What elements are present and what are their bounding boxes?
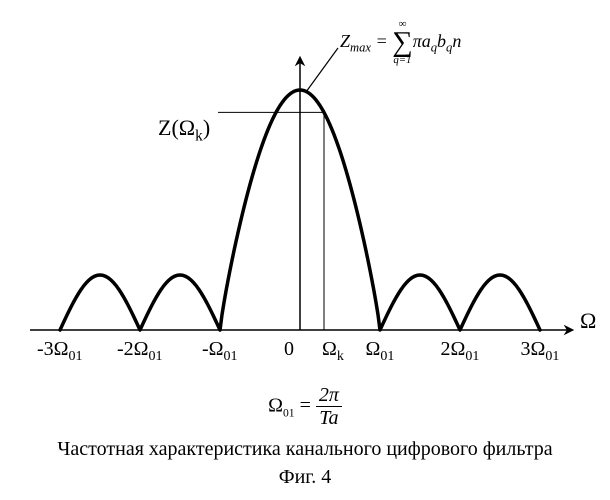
figure-number: Фиг. 4 (0, 466, 610, 489)
x-tick-label: Ω01 (366, 338, 395, 365)
x-tick-label: -3Ω01 (37, 338, 83, 365)
omega-k-tick-label: Ωk (322, 338, 344, 365)
annotation-lines (218, 48, 338, 330)
x-axis-label: Ω (580, 308, 596, 334)
x-tick-label: 0 (284, 338, 294, 361)
axes (30, 60, 570, 330)
z-of-omega-k-label: Z(Ωk) (158, 115, 210, 145)
x-tick-label: -Ω01 (202, 338, 238, 365)
formula-omega01: Ω01 = 2πTa (0, 385, 610, 429)
x-tick-label: 3Ω01 (521, 338, 560, 365)
formula-zmax: Zmax = ∞∑q=1πaqbqn (340, 20, 461, 65)
figure-canvas: Zmax = ∞∑q=1πaqbqn Z(Ωk) Ω -3Ω01 -2Ω01 -Ω0… (0, 0, 610, 500)
figure-caption: Частотная характеристика канального цифр… (0, 438, 610, 461)
x-tick-label: 2Ω01 (441, 338, 480, 365)
x-tick-label: -2Ω01 (117, 338, 163, 365)
